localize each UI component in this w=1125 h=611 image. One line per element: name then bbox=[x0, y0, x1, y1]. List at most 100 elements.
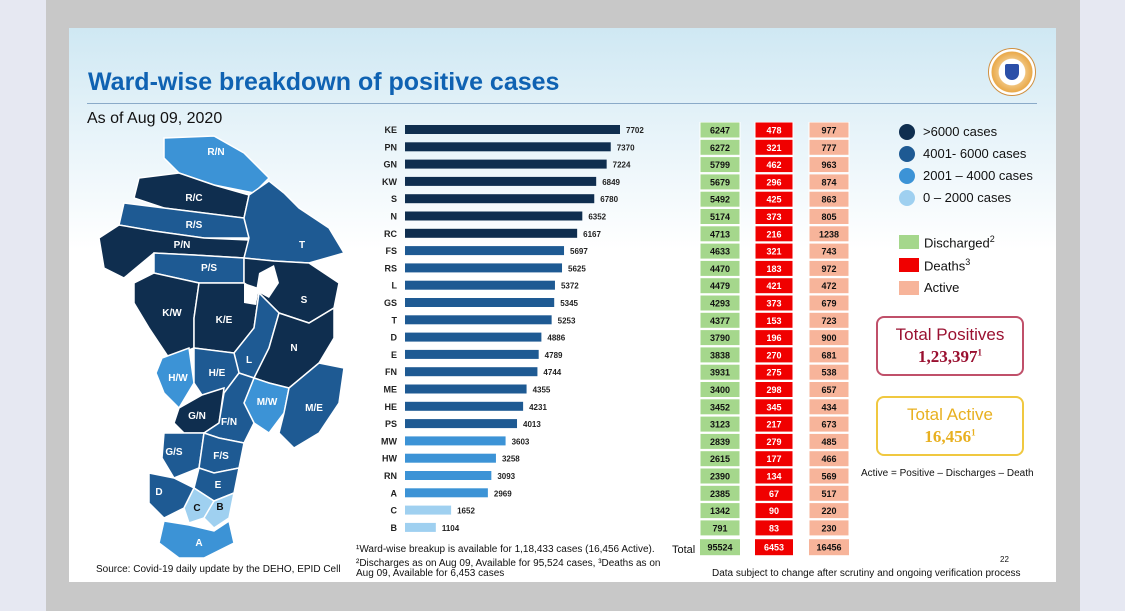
footnote-1: ¹Ward-wise breakup is available for 1,18… bbox=[356, 544, 655, 555]
active-cell bbox=[808, 294, 850, 312]
legend-dot-icon bbox=[899, 124, 915, 140]
active-cell bbox=[808, 156, 850, 174]
total-active-box: Total Active 16,4561 bbox=[876, 396, 1024, 456]
discharged-value: 3838 bbox=[710, 350, 730, 360]
discharged-cell bbox=[699, 519, 741, 537]
active-value: 466 bbox=[821, 454, 836, 464]
ward-label: F/S bbox=[213, 451, 229, 462]
active-value: 977 bbox=[821, 126, 836, 136]
discharged-value: 4633 bbox=[710, 247, 730, 257]
bar-value-label: 4355 bbox=[533, 386, 551, 395]
as-of-date: As of Aug 09, 2020 bbox=[87, 110, 223, 127]
active-value: 723 bbox=[821, 316, 836, 326]
active-cell bbox=[808, 502, 850, 520]
deaths-value: 196 bbox=[766, 333, 781, 343]
bar-RS bbox=[405, 263, 563, 273]
total-positives-label: Total Positives bbox=[895, 325, 1005, 344]
bar-HW bbox=[405, 453, 496, 463]
slide: Ward-wise breakdown of positive cases As… bbox=[69, 28, 1056, 582]
deaths-cell bbox=[754, 259, 794, 277]
active-value: 681 bbox=[821, 350, 836, 360]
bar-category-label: N bbox=[391, 212, 398, 222]
bar-value-label: 3093 bbox=[497, 472, 515, 481]
discharged-cell bbox=[699, 173, 741, 191]
discharged-cell bbox=[699, 156, 741, 174]
discharged-value: 2385 bbox=[710, 489, 730, 499]
ward-label: A bbox=[195, 538, 202, 549]
deaths-value: 153 bbox=[766, 316, 781, 326]
discharged-cell bbox=[699, 259, 741, 277]
bar-category-label: B bbox=[391, 523, 398, 533]
deaths-value: 216 bbox=[766, 229, 781, 239]
active-cell bbox=[808, 467, 850, 485]
total-active-value: 16,456 bbox=[924, 427, 972, 446]
municipal-logo-icon bbox=[988, 48, 1036, 96]
discharged-cell bbox=[699, 294, 741, 312]
active-cell bbox=[808, 363, 850, 381]
deaths-value: 90 bbox=[769, 506, 779, 516]
discharged-value: 5174 bbox=[710, 212, 730, 222]
active-value: 220 bbox=[821, 506, 836, 516]
discharged-value: 3931 bbox=[710, 368, 730, 378]
positive-cases-bar-chart: KE 7702 PN 7370 GN 7224 KW 6849 S 6780 N 6352 RC 6167… bbox=[381, 125, 644, 533]
active-total-cell bbox=[809, 539, 849, 556]
active-value: 673 bbox=[821, 420, 836, 430]
bar-value-label: 4744 bbox=[543, 368, 561, 377]
bar-B bbox=[405, 522, 436, 532]
bar-D bbox=[405, 332, 542, 342]
bar-category-label: L bbox=[392, 281, 398, 291]
active-formula: Active = Positive – Discharges – Death bbox=[861, 468, 1034, 479]
ward-label: S bbox=[301, 295, 308, 306]
ward-a bbox=[158, 519, 235, 558]
bar-KW bbox=[405, 176, 597, 186]
active-cell bbox=[808, 259, 850, 277]
bar-category-label: RC bbox=[384, 229, 397, 239]
bar-S bbox=[405, 194, 595, 204]
ward-label: P/S bbox=[201, 263, 217, 274]
ward-label: G/S bbox=[165, 447, 183, 458]
ward-label: C bbox=[193, 503, 200, 514]
deaths-value: 425 bbox=[766, 195, 781, 205]
active-cell bbox=[808, 519, 850, 537]
discharged-cell bbox=[699, 242, 741, 260]
active-value: 805 bbox=[821, 212, 836, 222]
ward-f-n bbox=[202, 372, 255, 444]
ward-label: R/C bbox=[185, 193, 202, 204]
bar-E bbox=[405, 349, 539, 359]
discharged-value: 4479 bbox=[710, 281, 730, 291]
deaths-total-cell bbox=[755, 539, 793, 556]
bar-value-label: 5253 bbox=[558, 316, 576, 325]
bar-category-label: RS bbox=[384, 263, 397, 273]
legend-sup: 3 bbox=[965, 257, 971, 267]
bar-value-label: 4789 bbox=[545, 351, 563, 360]
ward-b bbox=[203, 491, 236, 529]
deaths-cell bbox=[754, 398, 794, 416]
discharged-cell bbox=[699, 484, 741, 502]
deaths-value: 275 bbox=[766, 368, 781, 378]
discharged-value: 1342 bbox=[710, 506, 730, 516]
active-value: 538 bbox=[821, 368, 836, 378]
bar-value-label: 7702 bbox=[626, 126, 644, 135]
discharged-value: 3790 bbox=[710, 333, 730, 343]
ward-label: T bbox=[299, 240, 305, 251]
active-cell bbox=[808, 138, 850, 156]
active-cell bbox=[808, 190, 850, 208]
total-active-sup: 1 bbox=[971, 427, 976, 438]
deaths-total-value: 6453 bbox=[764, 543, 784, 553]
deaths-cell bbox=[754, 519, 794, 537]
legend-range-label: 0 – 2000 cases bbox=[923, 190, 1012, 205]
legend-dot-icon bbox=[899, 168, 915, 184]
active-cell bbox=[808, 242, 850, 260]
discharged-cell bbox=[699, 363, 741, 381]
bar-value-label: 2969 bbox=[494, 489, 512, 498]
deaths-value: 421 bbox=[766, 281, 781, 291]
discharged-cell bbox=[699, 329, 741, 347]
bar-value-label: 5345 bbox=[560, 299, 578, 308]
bar-category-label: KW bbox=[382, 177, 397, 187]
ward-label: P/N bbox=[174, 240, 191, 251]
ward-stats-table: 6247 6272 5799 5679 5492 5174 4713 4633 4470 4479… bbox=[699, 122, 850, 556]
deaths-cell bbox=[754, 502, 794, 520]
bar-value-label: 6352 bbox=[588, 213, 606, 222]
bar-category-label: GS bbox=[384, 298, 397, 308]
discharged-value: 6272 bbox=[710, 143, 730, 153]
